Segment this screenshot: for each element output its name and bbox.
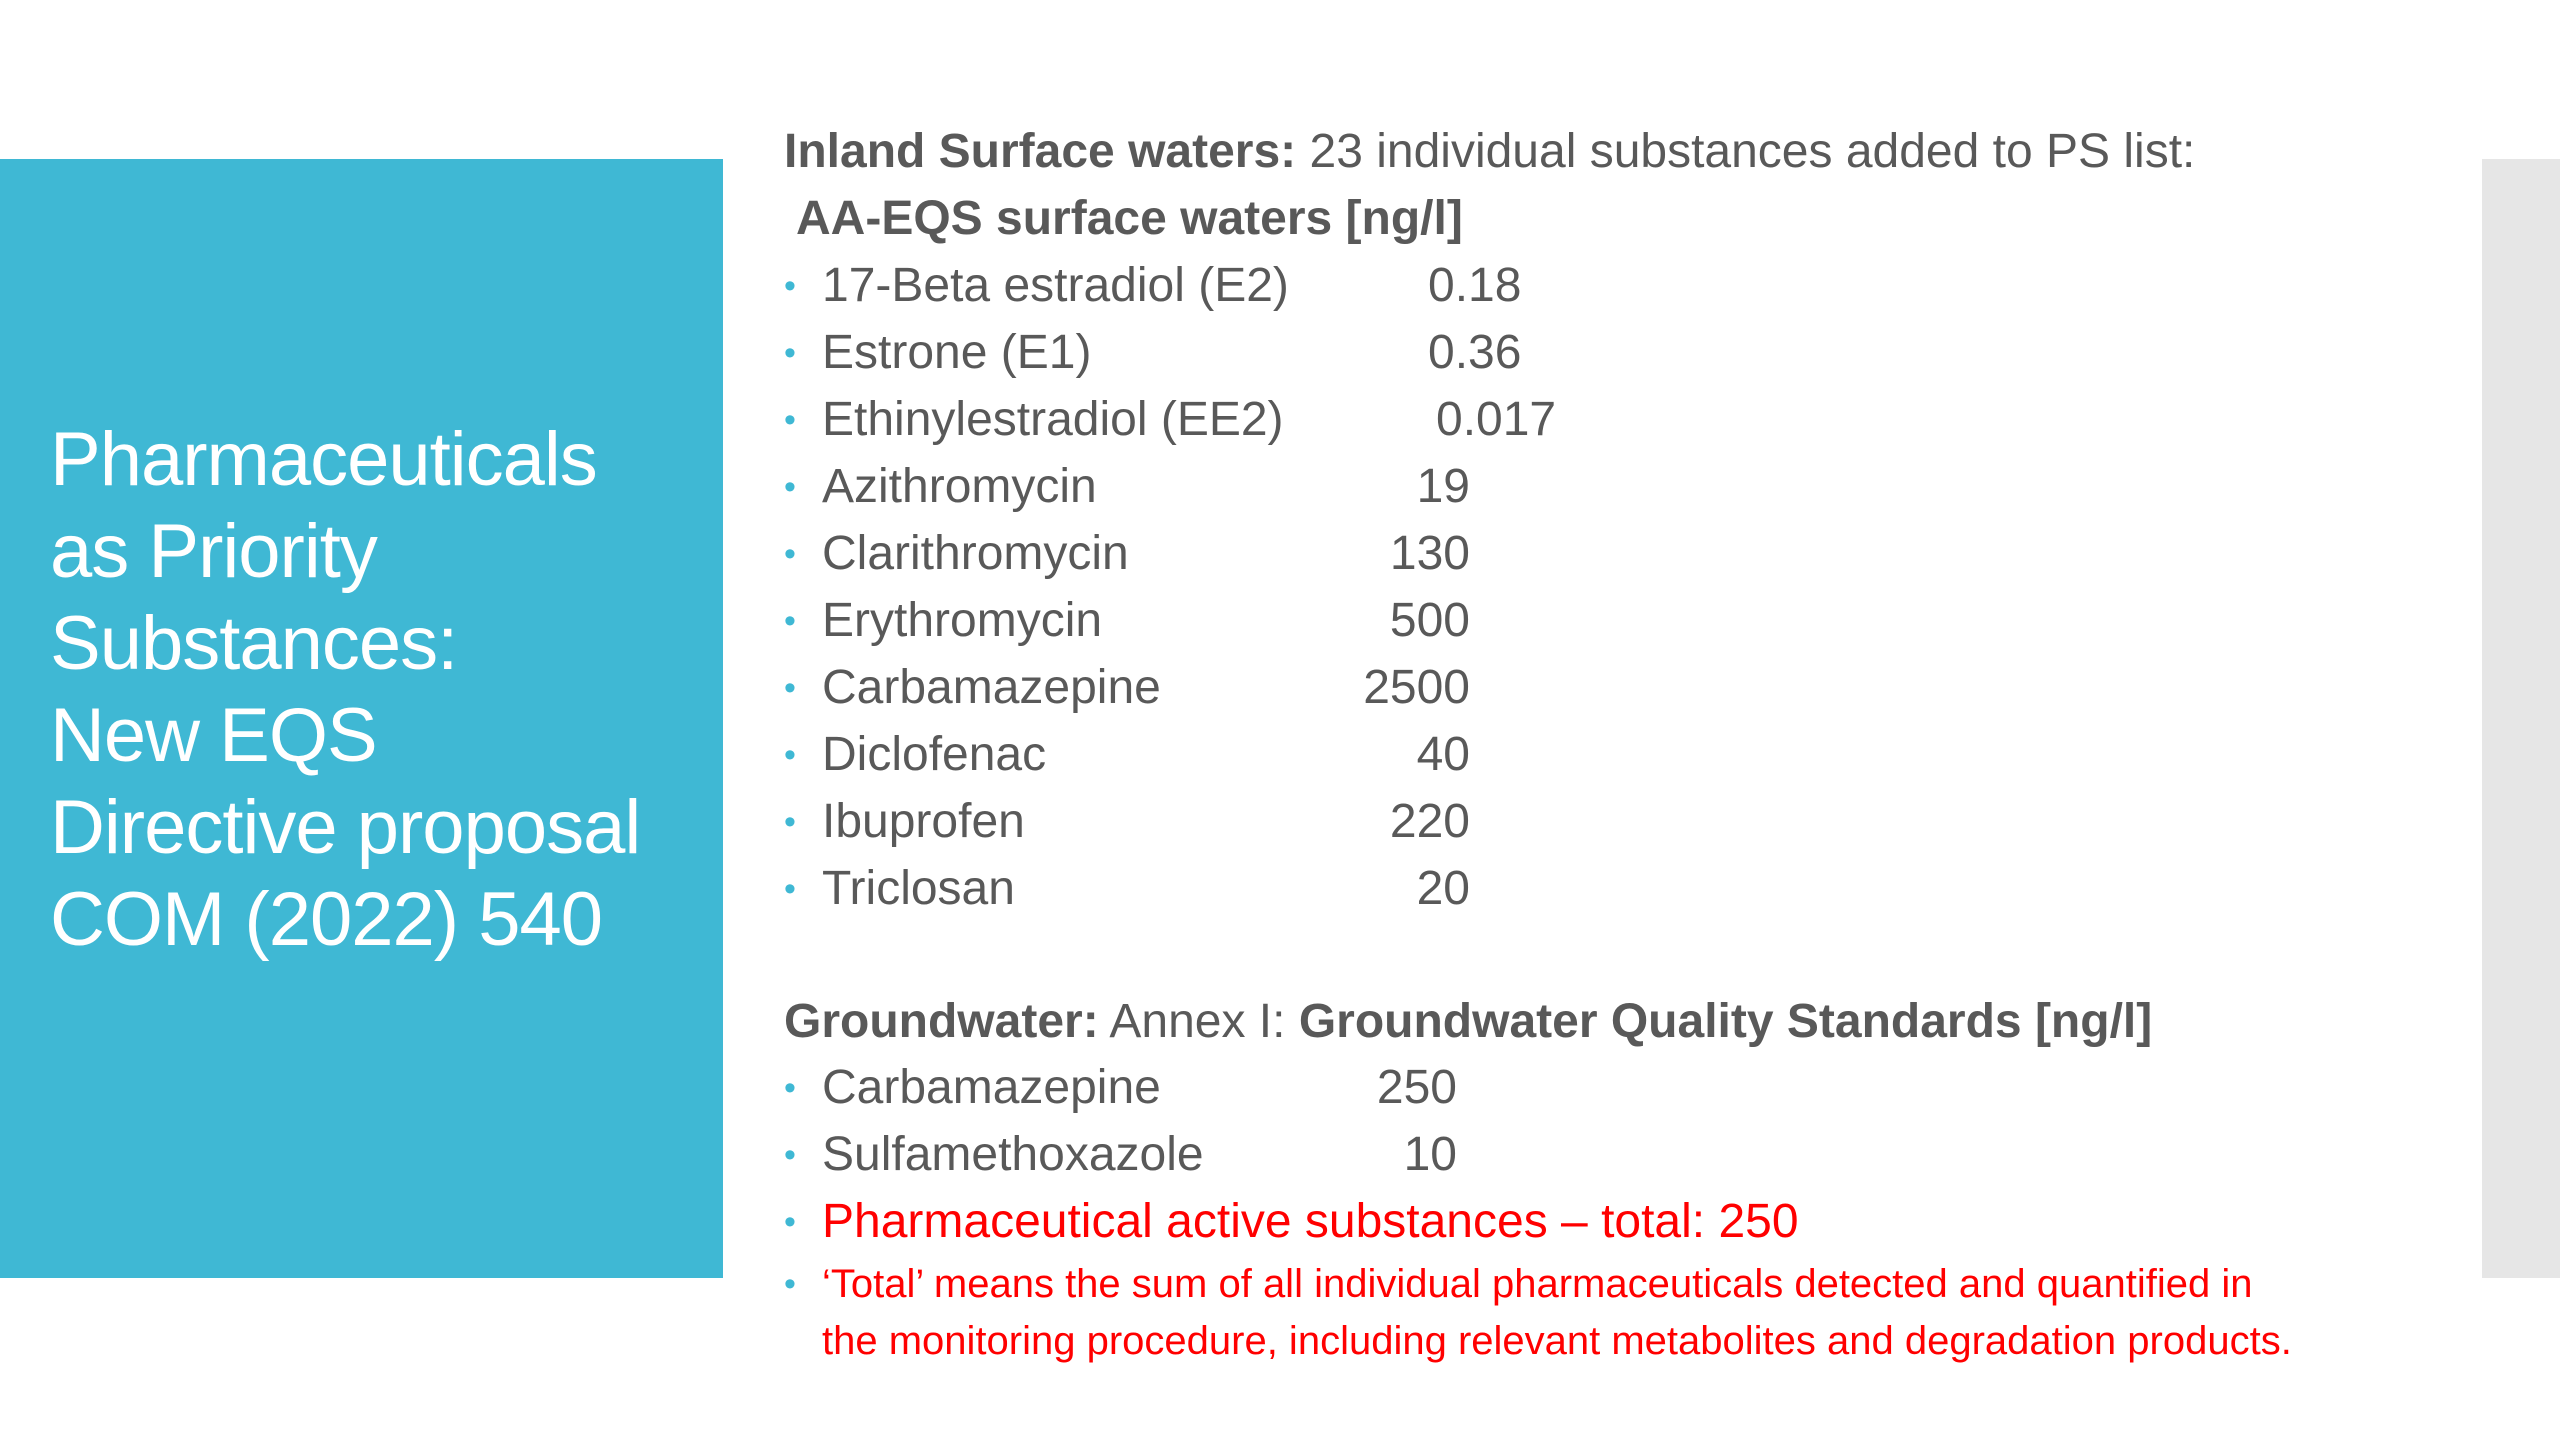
- bullet-icon: •: [784, 1203, 796, 1241]
- list-item: • Diclofenac 40: [784, 725, 2484, 785]
- substance-name: 17-Beta estradiol (E2): [822, 259, 1289, 312]
- title-line: Substances:: [50, 601, 458, 686]
- list-item: • Estrone (E1) 0.36: [784, 323, 2484, 383]
- eqs-value: 250: [1376, 1061, 1457, 1114]
- eqs-value: 2500: [1363, 661, 1470, 714]
- groundwater-heading-bold: Groundwater:: [784, 995, 1099, 1048]
- list-item: • Triclosan 20: [784, 859, 2484, 919]
- eqs-value: 130: [1389, 527, 1470, 580]
- total-text: Pharmaceutical active substances – total…: [822, 1195, 1799, 1248]
- bullet-icon: •: [784, 1265, 796, 1303]
- total-item: • Pharmaceutical active substances – tot…: [784, 1192, 2484, 1252]
- note-line: ‘Total’ means the sum of all individual …: [822, 1262, 2253, 1306]
- bullet-icon: •: [784, 736, 796, 774]
- surface-heading-rest: 23 individual substances added to PS lis…: [1296, 125, 2196, 178]
- bullet-icon: •: [784, 870, 796, 908]
- substance-name: Estrone (E1): [822, 326, 1092, 379]
- note-item: • ‘Total’ means the sum of all individua…: [784, 1256, 2484, 1376]
- substance-name: Diclofenac: [822, 728, 1047, 781]
- list-item: • Azithromycin 19: [784, 457, 2484, 517]
- eqs-value: 0.36: [1428, 326, 1522, 379]
- eqs-value: 40: [1416, 728, 1470, 781]
- bullet-icon: •: [784, 535, 796, 573]
- list-item: • Clarithromycin 130: [784, 524, 2484, 584]
- slide-title: Pharmaceuticals as Priority Substances: …: [50, 414, 720, 966]
- eqs-value: 0.18: [1428, 259, 1522, 312]
- substance-name: Triclosan: [822, 862, 1015, 915]
- bullet-icon: •: [784, 334, 796, 372]
- substance-name: Carbamazepine: [822, 1061, 1161, 1114]
- bullet-icon: •: [784, 267, 796, 305]
- title-line: Pharmaceuticals: [50, 417, 598, 502]
- list-item: • 17-Beta estradiol (E2) 0.18: [784, 256, 2484, 316]
- list-item: • Carbamazepine 250: [784, 1058, 2484, 1118]
- list-item: • Ibuprofen 220: [784, 792, 2484, 852]
- groundwater-heading: Groundwater: Annex I: Groundwater Qualit…: [784, 992, 2152, 1052]
- groundwater-heading-bold2: Groundwater Quality Standards [ng/l]: [1298, 995, 2153, 1048]
- list-item: • Ethinylestradiol (EE2) 0.017: [784, 390, 2484, 450]
- eqs-value: 19: [1416, 460, 1470, 513]
- substance-name: Carbamazepine: [822, 661, 1161, 714]
- eqs-value: 0.017: [1436, 393, 1557, 446]
- substance-name: Erythromycin: [822, 594, 1103, 647]
- title-line: COM (2022) 540: [50, 877, 603, 962]
- surface-heading-bold: Inland Surface waters:: [784, 125, 1297, 178]
- bullet-icon: •: [784, 669, 796, 707]
- title-line: New EQS: [50, 693, 378, 778]
- list-item: • Carbamazepine 2500: [784, 658, 2484, 718]
- bullet-icon: •: [784, 468, 796, 506]
- eqs-value: 20: [1416, 862, 1470, 915]
- title-panel: [0, 159, 723, 1278]
- substance-name: Sulfamethoxazole: [822, 1128, 1204, 1181]
- surface-heading: Inland Surface waters: 23 individual sub…: [784, 122, 2195, 182]
- groundwater-heading-mid: Annex I:: [1098, 995, 1299, 1048]
- note-line: the monitoring procedure, including rele…: [822, 1319, 2292, 1363]
- side-panel: [2482, 159, 2560, 1278]
- title-line: as Priority: [50, 509, 378, 594]
- bullet-icon: •: [784, 401, 796, 439]
- list-item: • Erythromycin 500: [784, 591, 2484, 651]
- eqs-value: 220: [1389, 795, 1470, 848]
- bullet-icon: •: [784, 602, 796, 640]
- list-item: • Sulfamethoxazole 10: [784, 1125, 2484, 1185]
- bullet-icon: •: [784, 1069, 796, 1107]
- surface-subheading: AA-EQS surface waters [ng/l]: [796, 192, 1463, 245]
- bullet-icon: •: [784, 803, 796, 841]
- substance-name: Ethinylestradiol (EE2): [822, 393, 1284, 446]
- eqs-value: 500: [1389, 594, 1470, 647]
- title-line: Directive proposal: [50, 785, 641, 870]
- bullet-icon: •: [784, 1136, 796, 1174]
- substance-name: Azithromycin: [822, 460, 1097, 513]
- substance-name: Clarithromycin: [822, 527, 1129, 580]
- substance-name: Ibuprofen: [822, 795, 1025, 848]
- eqs-value: 10: [1403, 1128, 1457, 1181]
